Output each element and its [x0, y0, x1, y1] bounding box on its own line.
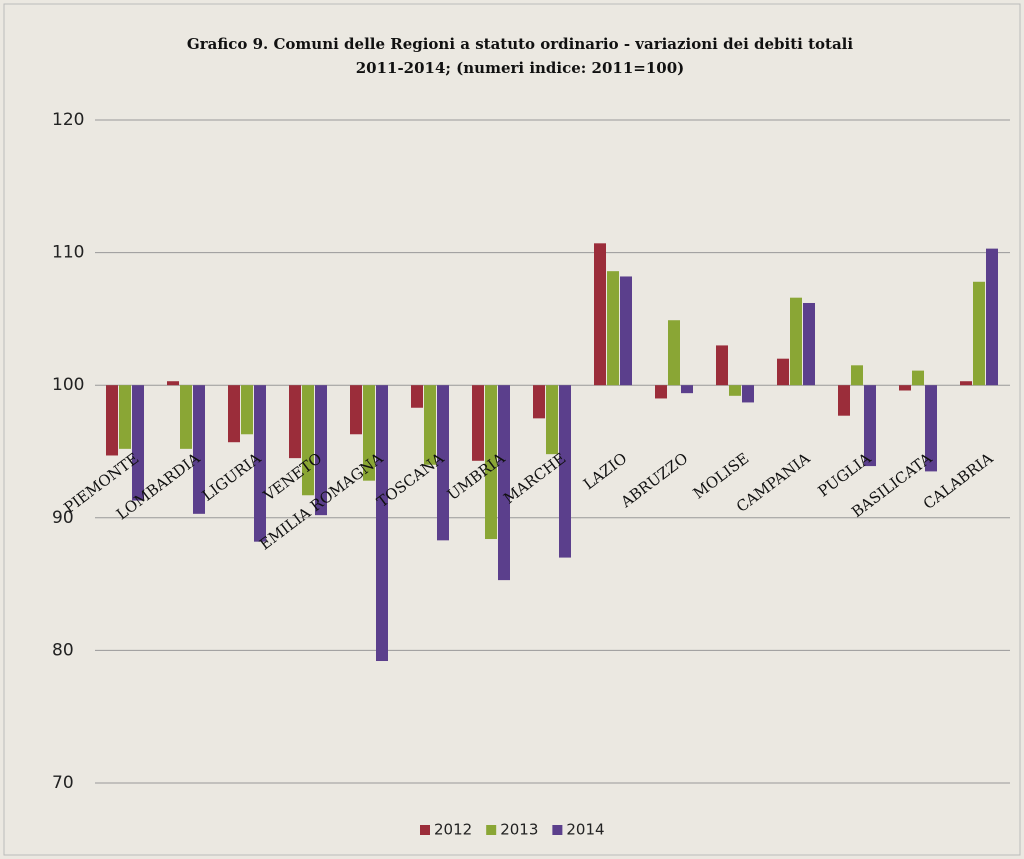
bar [607, 271, 619, 386]
bar [803, 302, 815, 386]
y-tick-label: 100 [52, 375, 84, 395]
bar [485, 385, 497, 540]
legend-label: 2012 [434, 821, 472, 839]
bar [119, 385, 131, 449]
bar [289, 385, 301, 459]
bar [106, 385, 118, 456]
bar [132, 385, 144, 501]
bar [363, 385, 375, 481]
bar [668, 320, 680, 386]
legend-swatch [552, 825, 563, 835]
bar [838, 385, 850, 416]
bar [472, 385, 484, 461]
bar [729, 385, 741, 396]
bar [960, 381, 972, 386]
y-tick-label: 70 [52, 773, 74, 793]
legend-label: 2013 [500, 821, 538, 839]
chart-border [3, 3, 1021, 856]
bar [315, 385, 327, 516]
bar [899, 385, 911, 391]
bar [790, 297, 802, 386]
bar [193, 385, 205, 514]
bar [864, 385, 876, 467]
bar [973, 281, 985, 386]
bar [851, 365, 863, 386]
chart-title: 2011-2014; (numeri indice: 2011=100) [356, 59, 685, 77]
bar [376, 385, 388, 662]
bar [302, 385, 314, 496]
bar [655, 385, 667, 399]
bar [533, 385, 545, 419]
bar [241, 385, 253, 435]
bar [546, 385, 558, 455]
bar [912, 370, 924, 386]
bar [437, 385, 449, 541]
bar [350, 385, 362, 435]
bar [742, 385, 754, 403]
bar [180, 385, 192, 449]
bar [681, 385, 693, 394]
bar [777, 358, 789, 386]
bar [498, 385, 510, 581]
y-tick-label: 120 [52, 110, 84, 130]
bar [594, 243, 606, 386]
bar [411, 385, 423, 408]
bar [254, 385, 266, 542]
y-tick-label: 90 [52, 508, 74, 528]
legend-swatch [486, 825, 497, 835]
bar [716, 345, 728, 386]
chart-title: Grafico 9. Comuni delle Regioni a statut… [187, 35, 853, 53]
y-tick-label: 80 [52, 640, 74, 660]
legend-label: 2014 [566, 821, 604, 839]
bar [620, 276, 632, 386]
bar [167, 381, 179, 386]
bar [925, 385, 937, 472]
legend-swatch [420, 825, 430, 835]
bar [986, 248, 998, 386]
bar [424, 385, 436, 465]
bar [228, 385, 240, 443]
bar [559, 385, 571, 558]
y-tick-label: 110 [52, 243, 84, 263]
